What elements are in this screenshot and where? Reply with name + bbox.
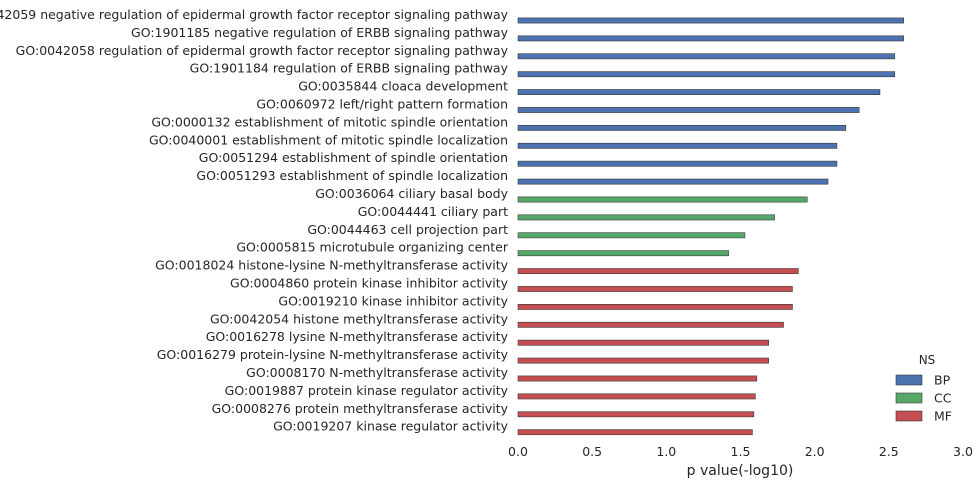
- bar-bp: [517, 53, 896, 60]
- bar-cc: [517, 196, 808, 203]
- bar-cc: [517, 232, 746, 239]
- category-label: GO:0035844 cloaca development: [298, 79, 508, 94]
- bar-bp: [517, 160, 838, 167]
- category-label: GO:0051293 establishment of spindle loca…: [196, 168, 508, 183]
- bar-mf: [517, 429, 753, 436]
- category-label: GO:0040001 establishment of mitotic spin…: [149, 132, 508, 147]
- x-tick-label: 1.5: [731, 444, 751, 459]
- bar-mf: [517, 393, 756, 400]
- category-label: GO:0044463 cell projection part: [307, 222, 508, 237]
- bar-mf: [517, 339, 769, 346]
- bar-mf: [517, 286, 793, 292]
- category-label: GO:0018024 histone-lysine N-methyltransf…: [155, 258, 508, 273]
- bar-mf: [517, 268, 799, 274]
- bar-bp: [517, 142, 838, 149]
- x-tick-label: 3.0: [953, 444, 973, 459]
- bar-bp: [517, 107, 860, 113]
- category-label: GO:0019887 protein kinase regulator acti…: [225, 383, 509, 398]
- legend-label-mf: MF: [934, 409, 952, 424]
- bar-mf: [517, 411, 755, 418]
- category-label: GO:0004860 protein kinase inhibitor acti…: [230, 276, 509, 291]
- category-label: GO:0000132 establishment of mitotic spin…: [151, 114, 508, 129]
- bar-bp: [517, 89, 881, 95]
- category-label: GO:0042059 negative regulation of epider…: [0, 7, 509, 22]
- bar-cc: [517, 214, 775, 221]
- bar-bp: [517, 125, 847, 131]
- legend-label-cc: CC: [934, 391, 952, 406]
- bar-bp: [517, 71, 896, 78]
- x-tick-label: 0.5: [582, 444, 602, 459]
- category-label: GO:0005815 microtubule organizing center: [236, 240, 509, 255]
- legend-title: NS: [919, 353, 936, 367]
- x-tick-label: 2.0: [805, 444, 825, 459]
- x-axis-label: p value(-log10): [687, 463, 794, 479]
- category-label: GO:0016278 lysine N-methyltransferase ac…: [206, 329, 509, 344]
- category-label: GO:0060972 left/right pattern formation: [256, 97, 508, 112]
- bar-mf: [517, 303, 793, 310]
- legend-swatch-cc: [895, 392, 923, 404]
- category-label: GO:1901184 regulation of ERBB signaling …: [190, 61, 509, 76]
- legend-label-bp: BP: [934, 373, 951, 388]
- bar-bp: [517, 35, 904, 42]
- bars: [517, 17, 904, 436]
- x-axis: 0.0 0.5 1.0 1.5 2.0 2.5 3.0: [508, 444, 973, 459]
- category-label: GO:0042054 histone methyltransferase act…: [210, 311, 509, 326]
- legend-swatch-bp: [895, 374, 923, 386]
- category-label: GO:0008170 N-methyltransferase activity: [246, 365, 508, 380]
- category-label: GO:0016279 protein-lysine N-methyltransf…: [157, 347, 509, 362]
- category-labels: GO:0042059 negative regulation of epider…: [0, 7, 509, 434]
- category-label: GO:0019207 kinase regulator activity: [273, 419, 509, 434]
- category-label: GO:0042058 regulation of epidermal growt…: [16, 43, 509, 58]
- bar-bp: [517, 17, 904, 24]
- x-tick-label: 0.0: [508, 444, 528, 459]
- category-label: GO:0008276 protein methyltransferase act…: [212, 401, 509, 416]
- bar-cc: [517, 250, 729, 257]
- legend-swatch-mf: [895, 410, 923, 422]
- legend: NS BP CC MF: [895, 353, 952, 424]
- bar-mf: [517, 321, 784, 328]
- x-tick-label: 2.5: [879, 444, 899, 459]
- category-label: GO:0036064 ciliary basal body: [315, 186, 508, 201]
- bar-mf: [517, 357, 769, 364]
- category-label: GO:0051294 establishment of spindle orie…: [199, 150, 508, 165]
- bar-mf: [517, 375, 758, 382]
- x-tick-label: 1.0: [656, 444, 676, 459]
- category-label: GO:0019210 kinase inhibitor activity: [278, 293, 508, 308]
- category-label: GO:0044441 ciliary part: [358, 204, 508, 219]
- category-label: GO:1901185 negative regulation of ERBB s…: [131, 25, 509, 40]
- bar-bp: [517, 178, 829, 185]
